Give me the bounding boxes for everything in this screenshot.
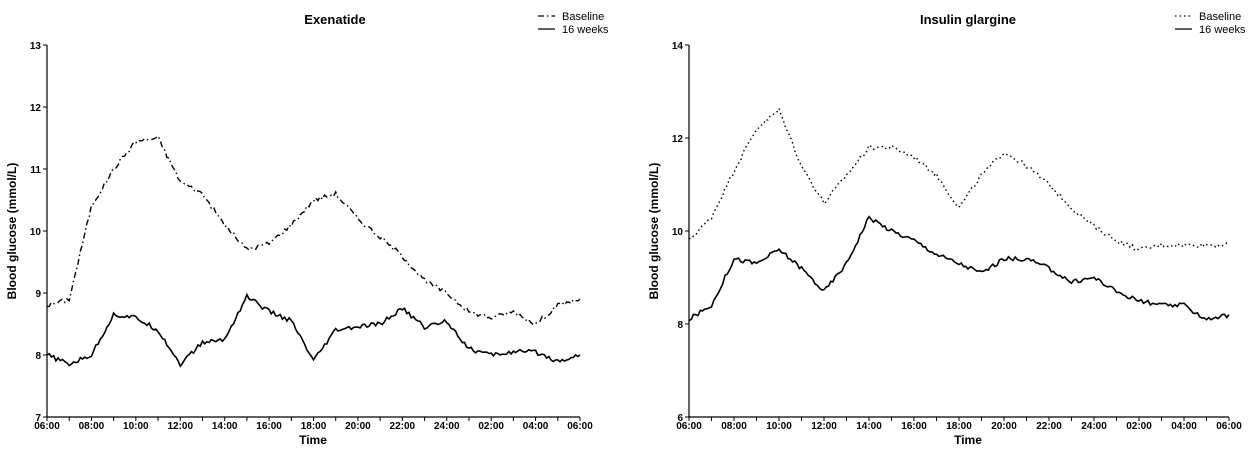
- x-axis-label: Time: [299, 433, 327, 447]
- chart-title: Insulin glargine: [920, 12, 1016, 27]
- y-tick-label: 10: [672, 227, 684, 238]
- x-tick-label: 06:00: [1216, 421, 1242, 432]
- x-tick-label: 22:00: [390, 421, 416, 432]
- x-tick-label: 06:00: [567, 421, 593, 432]
- series-line-16-weeks: [46, 292, 581, 368]
- y-tick-label: 9: [35, 289, 41, 300]
- x-tick-label: 08:00: [79, 421, 105, 432]
- x-tick-label: 06:00: [676, 421, 702, 432]
- y-axis-label: Blood glucose (mmol/L): [647, 163, 661, 300]
- y-tick-label: 12: [672, 134, 684, 145]
- x-tick-label: 20:00: [345, 421, 371, 432]
- x-tick-label: 06:00: [34, 421, 60, 432]
- legend-label: 16 weeks: [1199, 24, 1246, 36]
- x-tick-label: 24:00: [1081, 421, 1107, 432]
- legend-label: Baseline: [562, 11, 604, 23]
- y-tick-label: 7: [35, 413, 41, 424]
- x-tick-label: 18:00: [946, 421, 972, 432]
- y-tick-label: 13: [30, 41, 42, 52]
- x-tick-label: 10:00: [766, 421, 792, 432]
- y-axis-label: Blood glucose (mmol/L): [5, 163, 19, 300]
- series-line-baseline: [688, 106, 1230, 252]
- x-tick-label: 18:00: [301, 421, 327, 432]
- x-tick-label: 20:00: [991, 421, 1017, 432]
- y-tick-label: 11: [30, 165, 41, 176]
- y-tick-label: 14: [672, 41, 684, 52]
- chart-panel-1: Exenatide 7 8 9 10 11 12 13 06:00 08:00 10:00 12:00…: [5, 11, 609, 447]
- x-tick-label: 10:00: [123, 421, 149, 432]
- x-tick-label: 12:00: [167, 421, 193, 432]
- legend-label: 16 weeks: [562, 24, 609, 36]
- x-tick-label: 12:00: [811, 421, 837, 432]
- x-tick-label: 24:00: [434, 421, 460, 432]
- x-tick-label: 14:00: [856, 421, 882, 432]
- x-tick-label: 04:00: [1171, 421, 1197, 432]
- y-tick-label: 6: [677, 413, 683, 424]
- x-tick-label: 02:00: [478, 421, 504, 432]
- y-tick-label: 8: [35, 351, 41, 362]
- chart-panel-2: Insulin glargine 6 8 10 12 14 06:00 08:00 10:00 1…: [647, 11, 1246, 447]
- x-axis-label: Time: [954, 433, 982, 447]
- chart-title: Exenatide: [304, 12, 365, 27]
- y-tick-label: 8: [677, 320, 683, 331]
- series-line-16-weeks: [688, 215, 1230, 322]
- y-tick-label: 12: [30, 103, 42, 114]
- x-tick-label: 08:00: [721, 421, 747, 432]
- series-line-baseline: [46, 135, 581, 326]
- x-tick-label: 16:00: [901, 421, 927, 432]
- y-tick-label: 10: [30, 227, 42, 238]
- x-tick-label: 16:00: [256, 421, 282, 432]
- x-tick-label: 04:00: [523, 421, 549, 432]
- x-tick-label: 02:00: [1126, 421, 1152, 432]
- legend-label: Baseline: [1199, 11, 1241, 23]
- x-tick-label: 22:00: [1036, 421, 1062, 432]
- x-tick-label: 14:00: [212, 421, 238, 432]
